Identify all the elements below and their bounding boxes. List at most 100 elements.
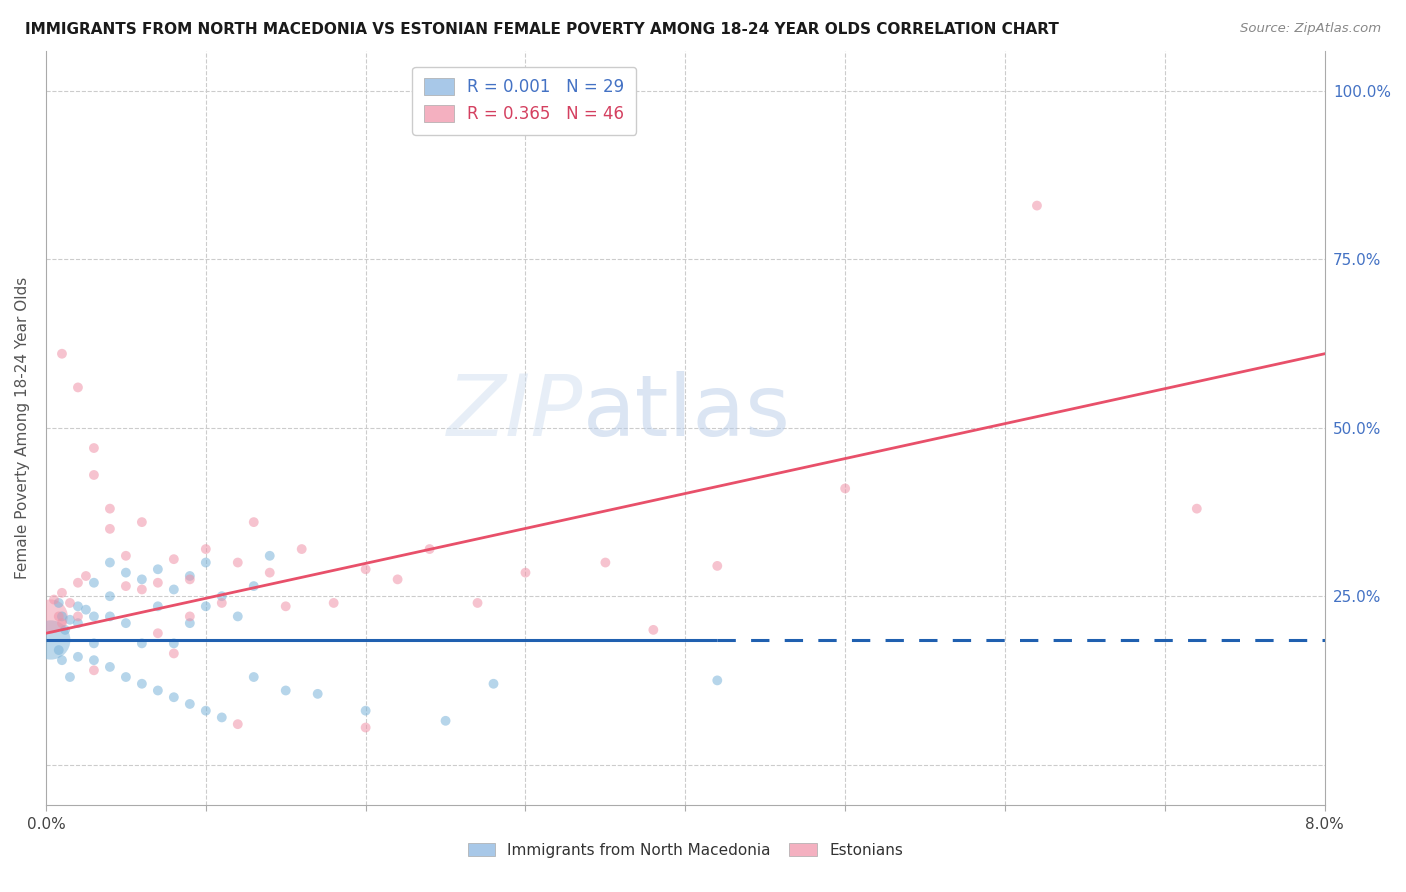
Point xyxy=(226,556,249,570)
Point xyxy=(51,653,73,667)
Point xyxy=(42,592,65,607)
Text: IMMIGRANTS FROM NORTH MACEDONIA VS ESTONIAN FEMALE POVERTY AMONG 18-24 YEAR OLDS: IMMIGRANTS FROM NORTH MACEDONIA VS ESTON… xyxy=(25,22,1059,37)
Point xyxy=(515,566,537,580)
Point xyxy=(131,515,153,529)
Point xyxy=(98,660,121,674)
Point xyxy=(83,441,105,455)
Point xyxy=(226,717,249,731)
Point xyxy=(226,609,249,624)
Point xyxy=(322,596,344,610)
Point xyxy=(211,710,233,724)
Point xyxy=(706,558,728,573)
Point xyxy=(595,556,617,570)
Point xyxy=(98,589,121,603)
Point xyxy=(75,569,97,583)
Point xyxy=(131,677,153,691)
Point xyxy=(274,599,297,614)
Point xyxy=(291,542,314,557)
Point xyxy=(51,616,73,631)
Point xyxy=(83,575,105,590)
Point xyxy=(83,663,105,677)
Point xyxy=(39,609,62,624)
Point xyxy=(59,596,82,610)
Point xyxy=(98,522,121,536)
Point xyxy=(146,683,169,698)
Point xyxy=(66,575,89,590)
Point xyxy=(211,589,233,603)
Point xyxy=(242,670,264,684)
Point xyxy=(307,687,329,701)
Point xyxy=(179,616,201,631)
Point xyxy=(83,636,105,650)
Text: Source: ZipAtlas.com: Source: ZipAtlas.com xyxy=(1240,22,1381,36)
Point xyxy=(163,647,186,661)
Point xyxy=(66,380,89,394)
Point xyxy=(194,542,217,557)
Point xyxy=(179,697,201,711)
Point xyxy=(66,609,89,624)
Point xyxy=(163,552,186,566)
Point xyxy=(48,643,70,657)
Point xyxy=(115,566,138,580)
Point xyxy=(83,653,105,667)
Point xyxy=(75,602,97,616)
Point xyxy=(59,613,82,627)
Point xyxy=(39,632,62,647)
Point xyxy=(53,623,76,637)
Point xyxy=(98,501,121,516)
Point xyxy=(146,626,169,640)
Point xyxy=(706,673,728,688)
Y-axis label: Female Poverty Among 18-24 Year Olds: Female Poverty Among 18-24 Year Olds xyxy=(15,277,30,579)
Point xyxy=(146,562,169,576)
Point xyxy=(115,549,138,563)
Point xyxy=(115,579,138,593)
Point xyxy=(163,636,186,650)
Point xyxy=(834,482,856,496)
Point xyxy=(115,670,138,684)
Point xyxy=(242,579,264,593)
Point xyxy=(163,690,186,705)
Point xyxy=(51,586,73,600)
Point xyxy=(259,549,281,563)
Point xyxy=(354,704,377,718)
Point xyxy=(211,596,233,610)
Point xyxy=(419,542,441,557)
Point xyxy=(98,609,121,624)
Point xyxy=(48,596,70,610)
Point xyxy=(482,677,505,691)
Point xyxy=(274,683,297,698)
Point xyxy=(51,609,73,624)
Point xyxy=(163,582,186,597)
Point xyxy=(387,573,409,587)
Point xyxy=(131,573,153,587)
Legend: Immigrants from North Macedonia, Estonians: Immigrants from North Macedonia, Estonia… xyxy=(460,835,911,865)
Point xyxy=(83,609,105,624)
Point xyxy=(259,566,281,580)
Point xyxy=(1185,501,1208,516)
Point xyxy=(643,623,665,637)
Point xyxy=(194,556,217,570)
Text: ZIP: ZIP xyxy=(447,371,583,454)
Point xyxy=(146,575,169,590)
Point xyxy=(98,556,121,570)
Point xyxy=(1026,198,1049,212)
Point xyxy=(179,609,201,624)
Point xyxy=(115,616,138,631)
Point xyxy=(48,609,70,624)
Point xyxy=(354,562,377,576)
Point xyxy=(59,670,82,684)
Point xyxy=(66,616,89,631)
Point xyxy=(434,714,457,728)
Point xyxy=(131,636,153,650)
Point xyxy=(131,582,153,597)
Point xyxy=(467,596,489,610)
Point xyxy=(83,467,105,482)
Point xyxy=(146,599,169,614)
Point xyxy=(51,347,73,361)
Point xyxy=(354,721,377,735)
Point xyxy=(194,599,217,614)
Point xyxy=(66,599,89,614)
Point xyxy=(179,569,201,583)
Text: atlas: atlas xyxy=(583,371,792,454)
Point xyxy=(194,704,217,718)
